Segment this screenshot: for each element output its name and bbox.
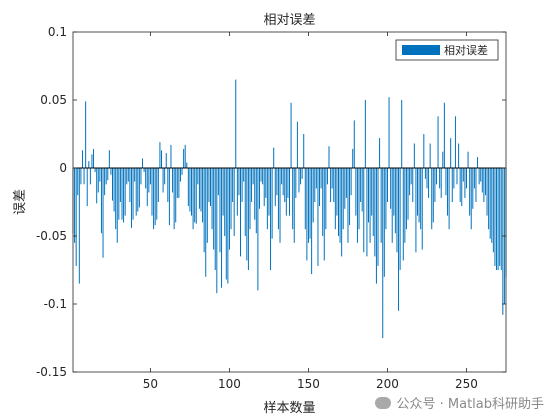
chart-title: 相对误差	[263, 13, 315, 28]
watermark-text: 公众号 · Matlab科研助手	[396, 397, 544, 412]
y-tick-label: 0.05	[40, 93, 67, 107]
x-tick-label: 50	[143, 377, 158, 391]
axes-frame	[72, 31, 507, 373]
y-tick-label: 0.1	[48, 25, 67, 39]
legend-label: 相对误差	[444, 43, 488, 57]
legend: 相对误差	[395, 39, 499, 61]
legend-swatch	[402, 45, 440, 55]
y-axis-ticks: 0.1 0.05 0 -0.05 -0.1 -0.15	[36, 25, 506, 379]
y-tick-label: -0.1	[44, 297, 67, 311]
y-tick-label: 0	[59, 161, 67, 175]
y-tick-label: -0.05	[36, 229, 67, 243]
x-axis-label: 样本数量	[263, 401, 315, 416]
bar-series	[72, 79, 507, 338]
x-tick-label: 200	[376, 377, 399, 391]
watermark: 公众号 · Matlab科研助手	[375, 393, 544, 412]
x-tick-label: 100	[218, 377, 241, 391]
y-axis-label: 误差	[13, 189, 28, 215]
x-tick-label: 250	[455, 377, 478, 391]
x-tick-label: 150	[297, 377, 320, 391]
x-axis-ticks: 50 100 150 200 250	[143, 32, 478, 391]
wechat-icon	[375, 396, 392, 409]
y-tick-label: -0.15	[36, 365, 67, 379]
